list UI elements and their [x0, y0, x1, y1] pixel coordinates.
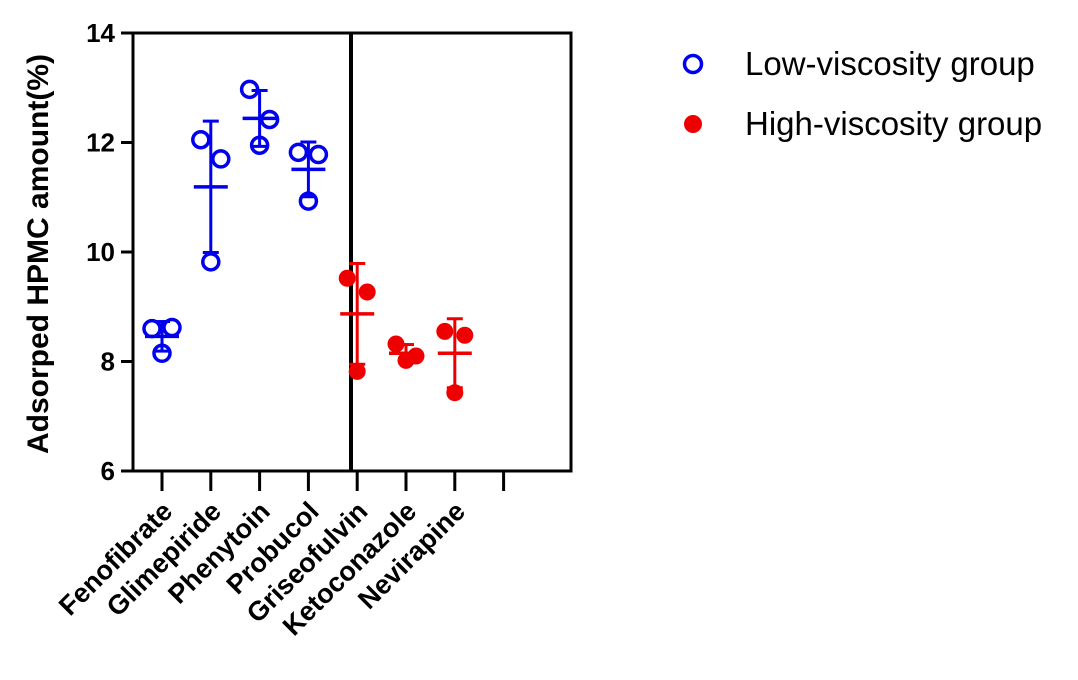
- data-point: [191, 130, 211, 150]
- data-point: [152, 343, 172, 364]
- x-axis: FenofibrateGlimepiridePhenytoinProbucolG…: [53, 471, 506, 641]
- data-point: [308, 144, 329, 165]
- data-point: [259, 109, 280, 130]
- data-point: [298, 191, 319, 211]
- legend-label: Low-viscosity group: [745, 45, 1035, 82]
- y-tick-label: 6: [101, 456, 115, 486]
- y-tick-label: 12: [86, 128, 115, 158]
- data-group: [288, 140, 329, 211]
- data-group: [142, 317, 182, 364]
- data-point: [456, 326, 474, 344]
- legend: Low-viscosity group High-viscosity group: [682, 45, 1042, 142]
- data-point: [162, 317, 182, 338]
- y-tick-label: 8: [101, 347, 115, 377]
- legend-label: High-viscosity group: [745, 105, 1042, 142]
- y-tick-label: 10: [86, 237, 115, 267]
- plot-area: [131, 31, 573, 473]
- data-group: [191, 119, 231, 272]
- data-point: [201, 252, 221, 272]
- data-point: [239, 79, 260, 100]
- data-group: [239, 79, 280, 155]
- data-point: [142, 318, 162, 339]
- data-point: [358, 283, 376, 301]
- data-point: [338, 269, 356, 287]
- legend-marker: [684, 115, 702, 133]
- legend-marker: [682, 53, 704, 75]
- data-point: [249, 135, 270, 155]
- data-group: [338, 261, 376, 380]
- y-axis-label: Adsorped HPMC amount(%): [22, 54, 55, 454]
- data-point: [348, 362, 366, 380]
- y-axis: 6 8 10 12 14: [86, 18, 133, 486]
- data-point: [397, 351, 415, 369]
- data-group: [436, 317, 474, 402]
- y-tick-label: 14: [86, 18, 115, 48]
- data-point: [288, 142, 309, 163]
- data-point: [387, 335, 405, 353]
- data-point: [446, 384, 464, 402]
- data-point: [436, 322, 454, 340]
- data-point: [211, 149, 231, 169]
- data-group: [387, 335, 425, 369]
